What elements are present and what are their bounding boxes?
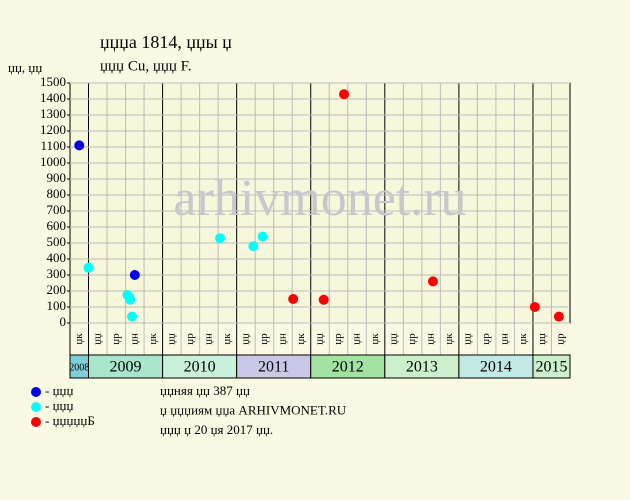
y-tick-label: 500 [47, 234, 67, 249]
chart-subtitle: џџџ Cu, џџџ F. [100, 58, 192, 74]
y-axis-label: џџ, џџ [8, 60, 42, 75]
quarter-label: џр [406, 333, 418, 345]
y-tick-label: 1500 [40, 74, 66, 89]
chart-title: џџџа 1814, џџы џ [100, 32, 232, 52]
point [553, 311, 564, 322]
point [339, 89, 350, 100]
legend-marker [31, 417, 41, 427]
year-label: 2013 [406, 359, 438, 376]
point [257, 231, 268, 242]
legend-marker [31, 402, 41, 412]
point [74, 140, 85, 151]
quarter-label: џр [258, 333, 270, 345]
point [83, 262, 94, 273]
point [125, 294, 136, 305]
note: џ џџџиям џџа ARHIVMONET.RU [160, 402, 347, 417]
year-label: 2008 [69, 362, 89, 373]
year-label: 2012 [332, 359, 364, 376]
point [127, 311, 138, 322]
point [288, 294, 299, 304]
y-tick-label: 1300 [40, 106, 66, 121]
y-tick-label: 300 [47, 266, 67, 281]
y-tick-label: 800 [47, 186, 67, 201]
quarter-label: џк [221, 333, 233, 345]
y-tick-label: 200 [47, 282, 67, 297]
legend-label: - џџџџџБ [45, 413, 95, 428]
quarter-label: џџ [314, 333, 326, 345]
y-tick-label: 400 [47, 250, 67, 265]
legend-marker [31, 387, 41, 397]
quarter-label: џџ [536, 333, 548, 345]
quarter-label: џн [351, 333, 363, 345]
point [318, 294, 329, 305]
quarter-label: џр [332, 333, 344, 345]
point [248, 241, 259, 252]
quarter-label: џк [73, 333, 85, 345]
quarter-label: џр [480, 333, 492, 345]
quarter-label: џн [276, 333, 288, 345]
point [129, 270, 140, 280]
quarter-label: џр [110, 333, 122, 345]
quarter-label: џн [202, 333, 214, 345]
quarter-label: џџ [462, 333, 474, 345]
quarter-label: џк [517, 333, 529, 345]
quarter-label: џк [295, 333, 307, 345]
point [427, 276, 438, 287]
quarter-label: џџ [239, 333, 251, 345]
quarter-label: џк [369, 333, 381, 345]
plot-area [69, 82, 571, 324]
y-tick-label: 700 [47, 202, 67, 217]
y-tick-label: 100 [47, 298, 67, 313]
note: џџняя џџ 387 џџ [160, 383, 250, 398]
legend-label: - џџџ [45, 383, 73, 398]
quarter-label: џр [554, 333, 566, 345]
quarter-label: џџ [388, 333, 400, 345]
legend-label: - џџџ [45, 398, 73, 413]
watermark: arhivmonet.ru [173, 170, 466, 227]
quarter-label: џџ [165, 333, 177, 345]
quarter-label: џр [184, 333, 196, 345]
y-tick-label: 900 [47, 170, 67, 185]
y-tick-label: 1200 [40, 122, 66, 137]
year-label: 2010 [184, 359, 216, 376]
y-tick-label: 1100 [40, 138, 66, 153]
quarter-label: џн [425, 333, 437, 345]
quarter-label: џк [443, 333, 455, 345]
quarter-label: џџ [91, 333, 103, 345]
year-label: 2011 [258, 359, 289, 376]
year-label: 2015 [535, 359, 567, 376]
y-tick-label: 600 [47, 218, 67, 233]
year-label: 2009 [110, 359, 142, 376]
quarter-label: џн [128, 333, 140, 345]
point [215, 233, 225, 244]
y-tick-label: 0 [60, 314, 67, 329]
y-tick-label: 1400 [40, 90, 66, 105]
y-tick-label: 1000 [40, 154, 66, 169]
quarter-label: џк [147, 333, 159, 345]
note: џџџ џ 20 џя 2017 џџ. [160, 422, 273, 437]
year-label: 2014 [480, 359, 512, 376]
quarter-label: џн [499, 333, 511, 345]
point [529, 302, 540, 312]
